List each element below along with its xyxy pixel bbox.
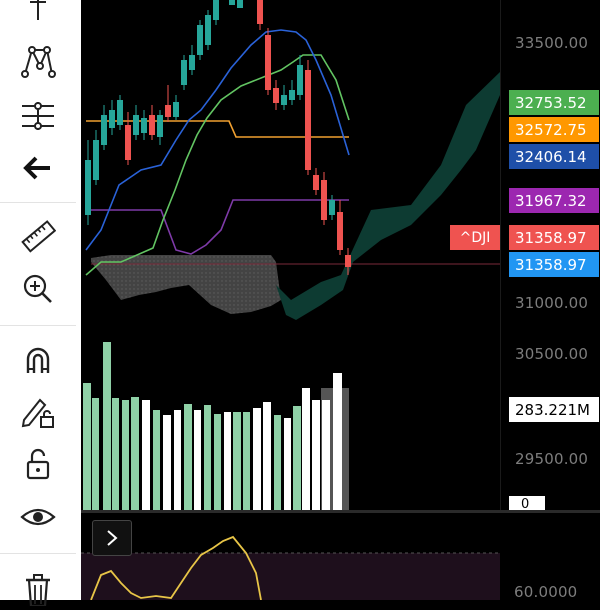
collapse-pane-button[interactable] <box>92 520 132 556</box>
price-tag-value: 32406.14 <box>515 147 587 166</box>
visibility-button[interactable] <box>14 495 62 539</box>
candles <box>85 0 351 275</box>
price-tag-value: 32753.52 <box>515 93 587 112</box>
fib-channel-tool-icon <box>22 102 54 130</box>
oscillator-pane[interactable] <box>81 513 500 601</box>
back-button[interactable] <box>14 146 62 190</box>
price-tag-value: 31358.97 <box>515 255 587 274</box>
pattern-tool-button[interactable] <box>14 40 62 84</box>
price-tag-value: 32572.75 <box>515 120 587 139</box>
lock-drawing-icon <box>21 398 54 428</box>
lock-icon <box>26 448 50 480</box>
price-axis[interactable]: 33500.00 32753.52 32572.75 32406.14 3196… <box>500 0 600 512</box>
volume-zero-tag: 0 <box>509 496 545 512</box>
axis-tick: 33500.00 <box>515 34 589 52</box>
volume-tag-value: 283.221M <box>515 400 590 419</box>
price-tag-green: 32753.52 <box>509 90 599 115</box>
price-tag-value: 31358.97 <box>515 228 587 247</box>
price-tag-orange: 32572.75 <box>509 117 599 142</box>
axis-tick: 31000.00 <box>515 294 589 312</box>
magnet-button[interactable] <box>14 339 62 383</box>
axis-tick: 60.0000 <box>514 583 578 601</box>
drawing-toolbar <box>0 0 76 606</box>
price-tag-red: 31358.97 <box>509 225 599 250</box>
trash-icon <box>26 574 50 606</box>
toolbar-edge <box>76 0 81 600</box>
axis-tick: 30500.00 <box>515 345 589 363</box>
lock-drawing-button[interactable] <box>14 390 62 434</box>
ichimoku-cloud-bearish <box>91 255 281 314</box>
blue-line <box>85 29 350 251</box>
zoom-in-button[interactable] <box>14 267 62 311</box>
ruler-icon <box>21 220 56 253</box>
oscillator-band <box>81 553 500 600</box>
eye-icon <box>20 508 56 526</box>
pattern-tool-icon <box>21 46 56 78</box>
green-line <box>85 54 350 276</box>
back-arrow-icon <box>23 156 50 180</box>
toolbar-separator <box>0 325 76 326</box>
oscillator-canvas <box>81 535 500 601</box>
lock-button[interactable] <box>14 442 62 486</box>
ruler-tool-button[interactable] <box>14 215 62 259</box>
purple-line <box>86 199 349 255</box>
pane-divider[interactable] <box>81 510 600 513</box>
oscillator-line <box>90 535 262 601</box>
toolbar-separator <box>0 202 76 203</box>
vertical-line-tool-icon <box>30 0 46 20</box>
magnet-icon <box>26 347 50 373</box>
axis-tick: 29500.00 <box>515 450 589 468</box>
vertical-line-tool-button[interactable] <box>14 0 62 34</box>
price-tag-value: 31967.32 <box>515 191 587 210</box>
price-chart[interactable]: ^DJI <box>81 0 500 510</box>
ticker-badge: ^DJI <box>450 225 500 250</box>
price-tag-current: 31358.97 <box>509 252 599 277</box>
volume-bars <box>83 342 349 510</box>
volume-tag: 283.221M <box>509 397 599 422</box>
fib-channel-tool-button[interactable] <box>14 94 62 138</box>
price-tag-blue: 32406.14 <box>509 144 599 169</box>
chevron-right-icon <box>107 530 118 546</box>
delete-button[interactable] <box>14 566 62 610</box>
zoom-in-icon <box>23 274 52 303</box>
toolbar-separator <box>0 553 76 554</box>
price-tag-purple: 31967.32 <box>509 188 599 213</box>
orange-line <box>86 120 349 138</box>
ichimoku-cloud-bullish <box>276 72 500 320</box>
oscillator-axis: 60.0000 <box>500 513 600 601</box>
chart-canvas <box>83 0 500 510</box>
